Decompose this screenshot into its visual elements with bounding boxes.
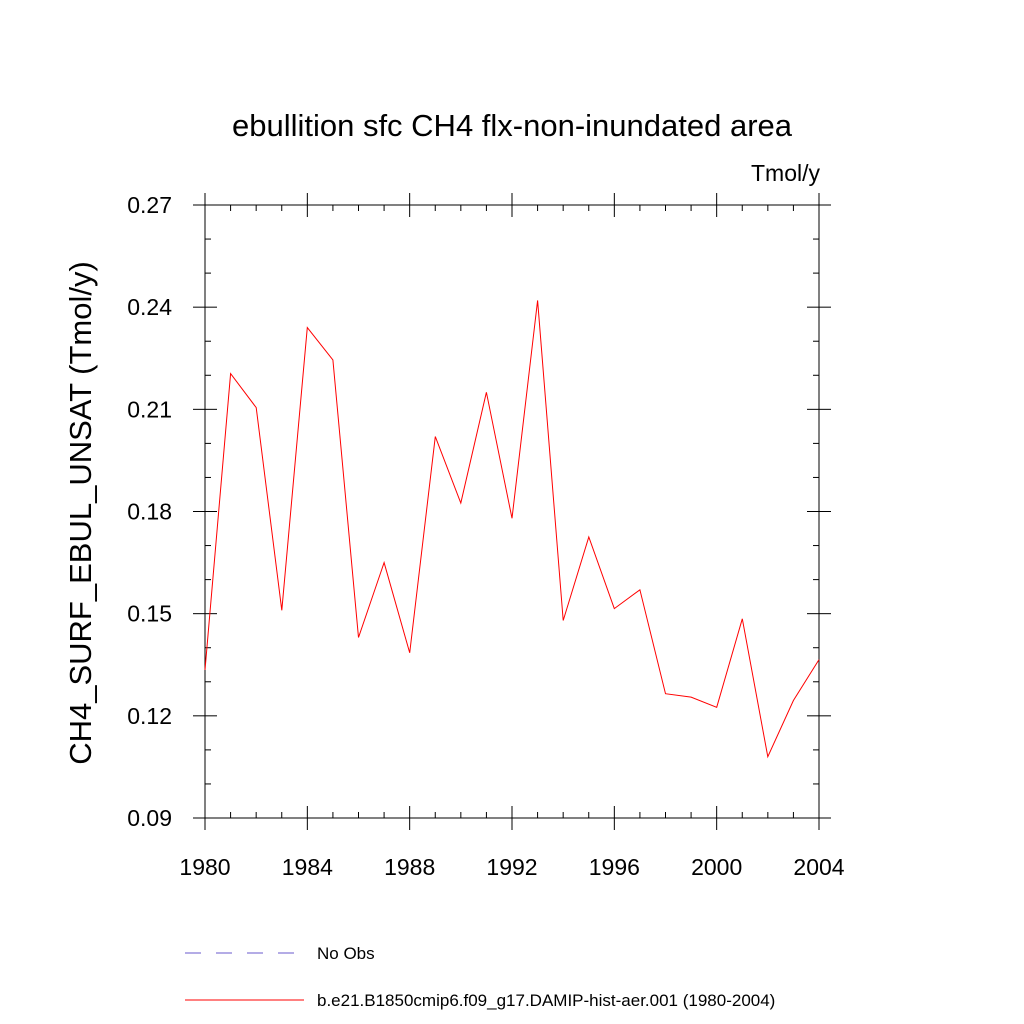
x-tick-label: 1992 [486, 854, 537, 880]
x-tick-label: 2000 [691, 854, 742, 880]
x-tick-label: 1996 [589, 854, 640, 880]
legend-label-model-run: b.e21.B1850cmip6.f09_g17.DAMIP-hist-aer.… [317, 991, 775, 1010]
x-tick-labels: 1980 1984 1988 1992 1996 2000 2004 [179, 854, 844, 880]
legend: No Obs b.e21.B1850cmip6.f09_g17.DAMIP-hi… [185, 944, 775, 1010]
y-tick-label: 0.24 [127, 294, 172, 320]
y-tick-label: 0.18 [127, 499, 172, 525]
chart-title: ebullition sfc CH4 flx-non-inundated are… [232, 108, 793, 143]
y-tick-label: 0.21 [127, 396, 172, 422]
legend-label-no-obs: No Obs [317, 944, 375, 963]
axis-ticks [193, 193, 831, 830]
series-line-0 [204, 300, 820, 759]
x-tick-label: 2004 [793, 854, 844, 880]
y-tick-label: 0.27 [127, 192, 172, 218]
x-tick-label: 1984 [282, 854, 333, 880]
y-tick-label: 0.09 [127, 805, 172, 831]
x-tick-label: 1988 [384, 854, 435, 880]
y-tick-label: 0.12 [127, 703, 172, 729]
y-tick-labels: 0.09 0.12 0.15 0.18 0.21 0.24 0.27 [127, 192, 172, 831]
plot-frame [204, 204, 820, 819]
series-layer [204, 300, 820, 759]
x-tick-label: 1980 [179, 854, 230, 880]
y-tick-label: 0.15 [127, 601, 172, 627]
y-axis-label: CH4_SURF_EBUL_UNSAT (Tmol/y) [63, 261, 98, 765]
units-label: Tmol/y [751, 160, 821, 186]
